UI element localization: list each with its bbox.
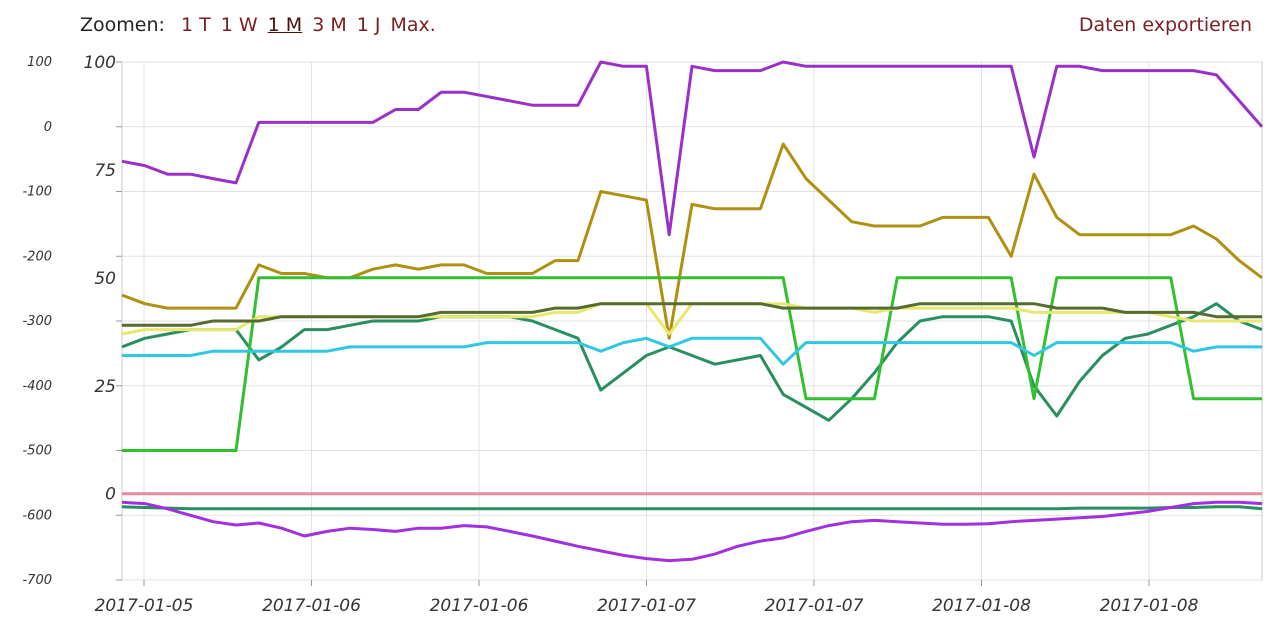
y-right-tick-label: 25 <box>94 377 116 397</box>
x-tick-label: 2017-01-08 <box>1100 596 1199 616</box>
y-left-tick-label: -600 <box>22 508 52 523</box>
y-left-tick-label: -700 <box>22 573 52 588</box>
chart-toolbar: Zoomen: 1 T 1 W 1 M 3 M 1 J Max. Daten e… <box>0 0 1280 48</box>
series-line-6 <box>122 302 1262 327</box>
x-tick-label: 2017-01-08 <box>932 596 1031 616</box>
y-right-tick-label: 0 <box>105 485 116 505</box>
series-line-8 <box>121 505 1263 511</box>
series-line-3 <box>122 276 1262 452</box>
series-line-2 <box>121 302 1263 422</box>
y-right-tick-label: 100 <box>84 53 116 73</box>
series-line-1 <box>121 142 1263 340</box>
y-left-tick-label: 0 <box>44 120 52 135</box>
y-right-tick-label: 50 <box>94 269 116 289</box>
export-data-link[interactable]: Daten exportieren <box>1078 14 1252 36</box>
zoom-1-day-button[interactable]: 1 T <box>181 14 211 36</box>
y-left-tick-label: -400 <box>22 379 52 394</box>
zoom-1-month-button[interactable]: 1 M <box>267 14 303 36</box>
series-line-4 <box>122 336 1262 366</box>
x-tick-label: 2017-01-06 <box>262 596 361 616</box>
y-right-tick-label: 75 <box>94 161 116 181</box>
x-tick-label: 2017-01-06 <box>430 596 529 616</box>
zoom-max-button[interactable]: Max. <box>390 14 436 36</box>
y-left-tick-label: -100 <box>22 185 52 200</box>
x-tick-label: 2017-01-07 <box>765 596 864 616</box>
x-tick-label: 2017-01-07 <box>597 596 696 616</box>
zoom-3-months-button[interactable]: 3 M <box>312 14 347 36</box>
zoom-1-year-button[interactable]: 1 J <box>356 14 381 36</box>
y-left-tick-label: -300 <box>22 314 52 329</box>
y-left-tick-label: -500 <box>22 444 52 459</box>
series-line-0 <box>121 60 1264 237</box>
zoom-1-week-button[interactable]: 1 W <box>220 14 258 36</box>
zoom-label: Zoomen: <box>80 14 165 36</box>
zoom-options: 1 T 1 W 1 M 3 M 1 J Max. <box>181 14 436 36</box>
x-tick-label: 2017-01-05 <box>95 596 194 616</box>
y-left-tick-label: -200 <box>22 249 52 264</box>
series-line-9 <box>121 500 1263 563</box>
y-left-tick-label: 100 <box>27 55 52 70</box>
